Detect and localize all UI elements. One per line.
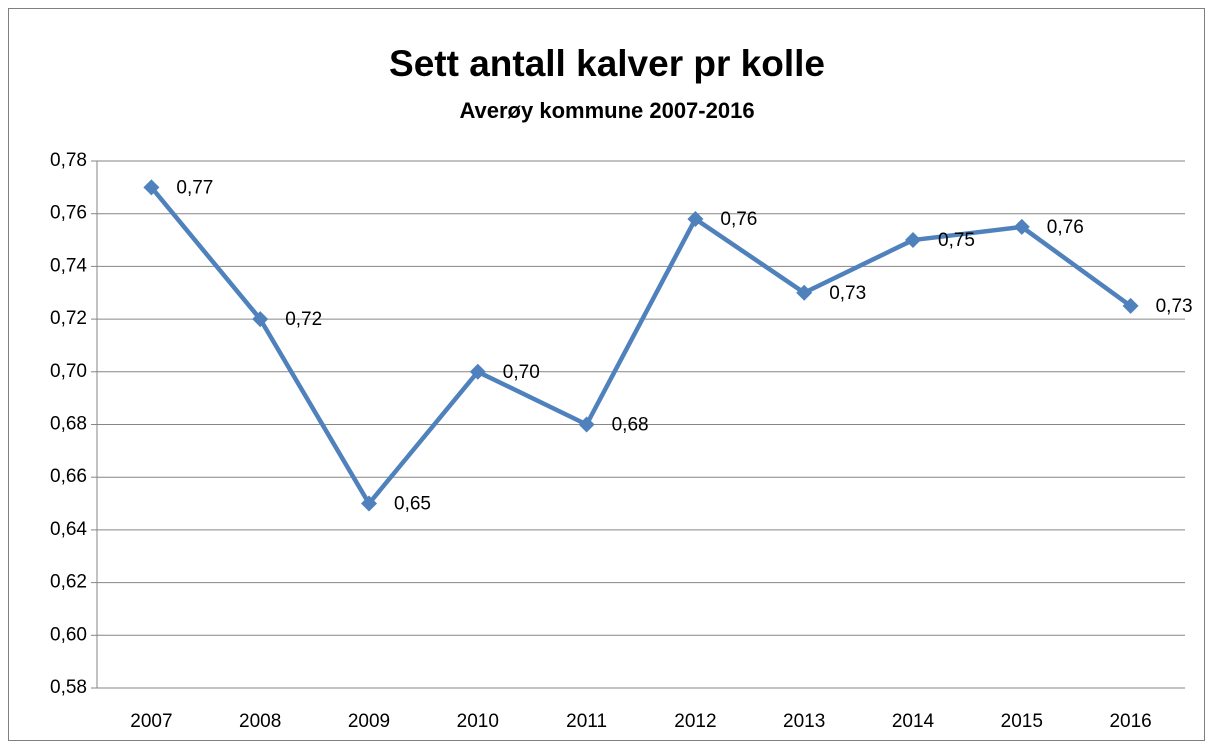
data-label: 0,76 <box>1047 217 1084 238</box>
data-label: 0,77 <box>176 177 213 198</box>
chart-border <box>8 8 1205 741</box>
chart-subtitle: Averøy kommune 2007-2016 <box>459 98 754 123</box>
y-tick-label: 0,70 <box>50 361 87 382</box>
x-tick-label: 2009 <box>348 711 390 732</box>
x-tick-label: 2010 <box>457 711 499 732</box>
data-point <box>252 311 269 328</box>
data-point <box>796 284 813 301</box>
data-label: 0,68 <box>612 415 649 436</box>
y-tick-label: 0,74 <box>50 255 87 276</box>
data-point <box>687 210 704 227</box>
data-label: 0,70 <box>503 362 540 383</box>
data-point <box>1122 297 1139 314</box>
y-tick-label: 0,76 <box>50 203 87 224</box>
data-label: 0,73 <box>1156 296 1193 317</box>
data-label: 0,76 <box>720 209 757 230</box>
x-tick-label: 2012 <box>674 711 716 732</box>
x-tick-label: 2016 <box>1109 711 1151 732</box>
x-tick-label: 2013 <box>783 711 825 732</box>
y-tick-label: 0,64 <box>50 519 87 540</box>
data-point <box>143 179 160 196</box>
x-tick-label: 2008 <box>239 711 281 732</box>
y-tick-label: 0,72 <box>50 308 87 329</box>
data-label: 0,75 <box>938 230 975 251</box>
y-tick-label: 0,60 <box>50 624 87 645</box>
x-tick-label: 2014 <box>892 711 935 732</box>
data-point <box>469 363 486 380</box>
data-point <box>578 416 595 433</box>
y-tick-label: 0,78 <box>50 150 87 171</box>
x-tick-label: 2015 <box>1001 711 1043 732</box>
data-point <box>905 232 921 249</box>
data-point <box>361 495 377 512</box>
data-point <box>1013 218 1030 235</box>
data-label: 0,72 <box>285 309 322 330</box>
series-line <box>149 185 1132 506</box>
data-label: 0,73 <box>829 283 866 304</box>
data-label: 0,65 <box>394 494 431 515</box>
x-tick-label: 2011 <box>566 711 607 732</box>
chart-title: Sett antall kalver pr kolle <box>389 43 825 84</box>
y-tick-label: 0,62 <box>50 572 87 593</box>
x-tick-label: 2007 <box>130 711 172 732</box>
y-tick-label: 0,66 <box>50 466 87 487</box>
y-tick-label: 0,68 <box>50 414 87 435</box>
y-tick-label: 0,58 <box>50 677 87 698</box>
